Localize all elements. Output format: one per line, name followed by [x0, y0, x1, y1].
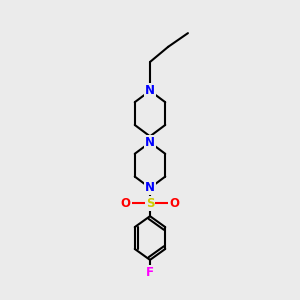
Text: N: N	[145, 182, 155, 194]
Text: F: F	[146, 266, 154, 279]
Text: O: O	[121, 196, 131, 210]
Text: S: S	[146, 196, 154, 210]
Text: N: N	[145, 84, 155, 97]
Text: N: N	[145, 136, 155, 149]
Text: O: O	[169, 196, 179, 210]
